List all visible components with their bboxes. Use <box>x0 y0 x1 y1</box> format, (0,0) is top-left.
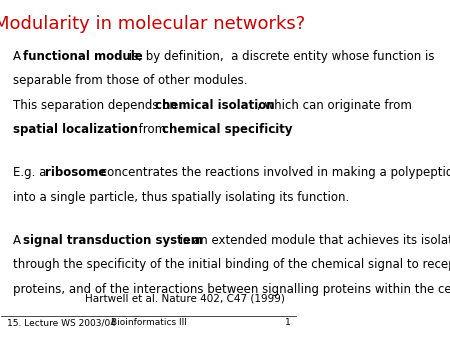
Text: proteins, and of the interactions between signalling proteins within the cell.: proteins, and of the interactions betwee… <box>13 283 450 296</box>
Text: .: . <box>273 123 277 137</box>
Text: separable from those of other modules.: separable from those of other modules. <box>13 74 248 88</box>
Text: signal transduction system: signal transduction system <box>23 234 203 247</box>
Text: or from: or from <box>119 123 170 137</box>
Text: chemical specificity: chemical specificity <box>162 123 293 137</box>
Text: 1: 1 <box>285 318 291 327</box>
Text: Modularity in molecular networks?: Modularity in molecular networks? <box>0 15 305 33</box>
Text: A: A <box>13 234 25 247</box>
Text: Hartwell et al. Nature 402, C47 (1999): Hartwell et al. Nature 402, C47 (1999) <box>85 293 285 303</box>
Text: is an extended module that achieves its isolation: is an extended module that achieves its … <box>176 234 450 247</box>
Text: spatial localization: spatial localization <box>13 123 138 137</box>
Text: Bioinformatics III: Bioinformatics III <box>111 318 187 327</box>
Text: concentrates the reactions involved in making a polypeptide: concentrates the reactions involved in m… <box>97 166 450 179</box>
Text: through the specificity of the initial binding of the chemical signal to recepto: through the specificity of the initial b… <box>13 258 450 271</box>
Text: This separation depends on: This separation depends on <box>13 99 181 112</box>
Text: E.g. a: E.g. a <box>13 166 50 179</box>
Text: into a single particle, thus spatially isolating its function.: into a single particle, thus spatially i… <box>13 191 350 204</box>
Text: 15. Lecture WS 2003/04: 15. Lecture WS 2003/04 <box>7 318 116 327</box>
Text: , which can originate from: , which can originate from <box>256 99 411 112</box>
Text: A: A <box>13 50 25 63</box>
Text: is, by definition,  a discrete entity whose function is: is, by definition, a discrete entity who… <box>125 50 434 63</box>
Text: chemical isolation: chemical isolation <box>155 99 275 112</box>
Text: ribosome: ribosome <box>45 166 106 179</box>
Text: functional module: functional module <box>23 50 143 63</box>
